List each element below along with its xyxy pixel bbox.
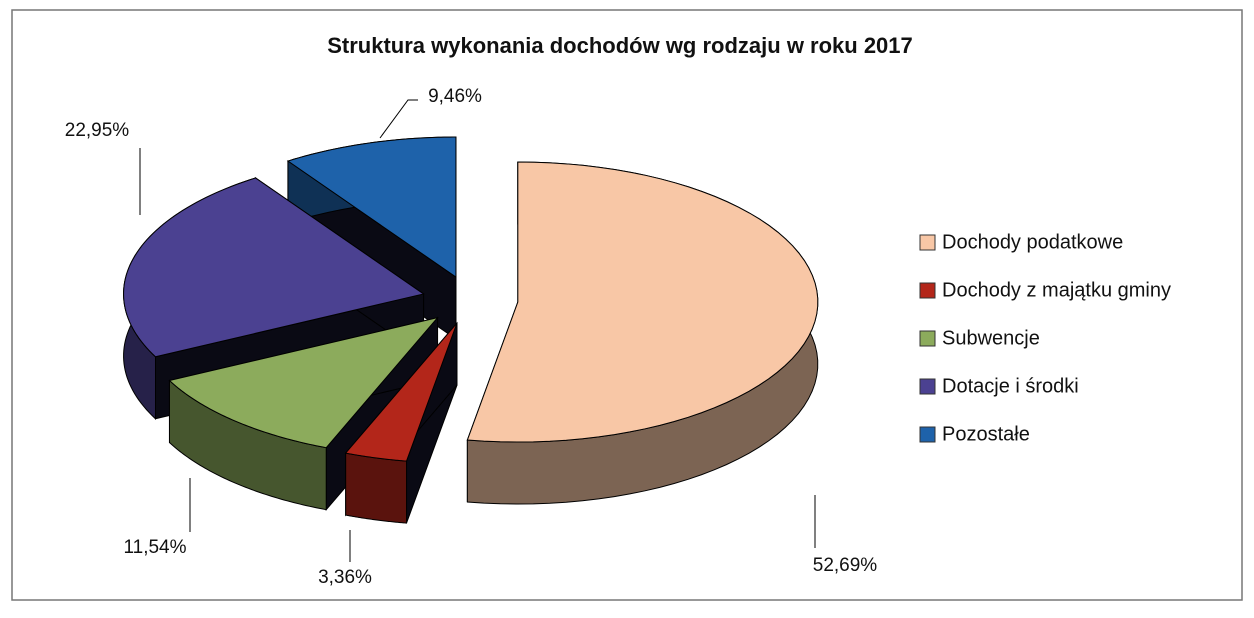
slice-top — [286, 136, 457, 279]
legend-swatch — [919, 282, 936, 299]
data-label: 3,36% — [318, 567, 372, 588]
legend-swatch — [919, 426, 936, 443]
legend-swatch — [919, 330, 936, 347]
slice-top — [168, 316, 439, 449]
legend-label: Dochody podatkowe — [942, 231, 1123, 253]
legend-swatch — [919, 234, 936, 251]
data-label: 22,95% — [65, 120, 130, 141]
slice-rim — [345, 452, 408, 524]
legend-label: Dotacje i środki — [942, 375, 1079, 397]
data-label: 11,54% — [123, 537, 186, 558]
slice-top — [466, 161, 819, 443]
legend-label: Dochody z majątku gminy — [942, 279, 1171, 301]
slice-top — [344, 322, 458, 462]
chart-title: Struktura wykonania dochodów wg rodzaju … — [327, 33, 913, 58]
data-label: 9,46% — [428, 86, 482, 107]
legend-label: Subwencje — [942, 327, 1040, 349]
data-label: 52,69% — [813, 555, 878, 576]
slice — [344, 321, 458, 524]
legend-swatch — [919, 378, 936, 395]
slice — [466, 161, 819, 505]
leader-line — [379, 99, 418, 139]
slice-top — [123, 177, 425, 358]
legend-label: Pozostałe — [942, 423, 1030, 445]
